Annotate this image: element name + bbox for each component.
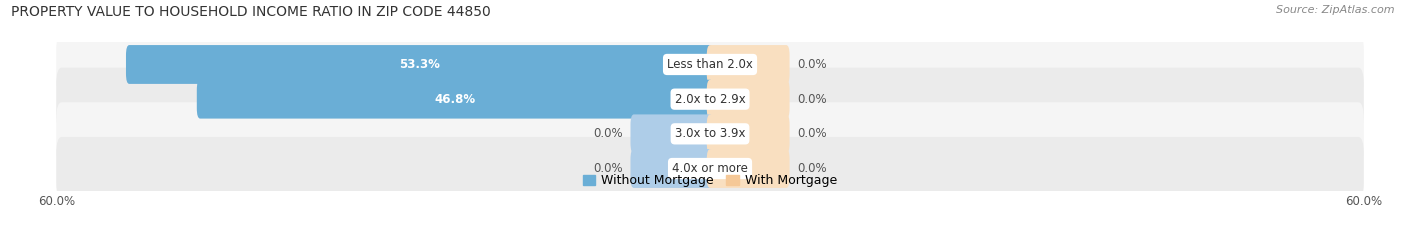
Text: 0.0%: 0.0%: [593, 162, 623, 175]
Text: 0.0%: 0.0%: [593, 127, 623, 140]
FancyBboxPatch shape: [707, 149, 790, 188]
FancyBboxPatch shape: [707, 45, 790, 84]
Legend: Without Mortgage, With Mortgage: Without Mortgage, With Mortgage: [578, 169, 842, 192]
FancyBboxPatch shape: [56, 33, 1364, 96]
FancyBboxPatch shape: [197, 80, 713, 119]
Text: 0.0%: 0.0%: [797, 58, 827, 71]
FancyBboxPatch shape: [127, 45, 713, 84]
FancyBboxPatch shape: [630, 114, 713, 153]
Text: 0.0%: 0.0%: [797, 93, 827, 106]
Text: 0.0%: 0.0%: [797, 127, 827, 140]
Text: 4.0x or more: 4.0x or more: [672, 162, 748, 175]
Text: 53.3%: 53.3%: [399, 58, 440, 71]
FancyBboxPatch shape: [56, 137, 1364, 200]
FancyBboxPatch shape: [707, 80, 790, 119]
Text: PROPERTY VALUE TO HOUSEHOLD INCOME RATIO IN ZIP CODE 44850: PROPERTY VALUE TO HOUSEHOLD INCOME RATIO…: [11, 5, 491, 19]
Text: 3.0x to 3.9x: 3.0x to 3.9x: [675, 127, 745, 140]
Text: 46.8%: 46.8%: [434, 93, 475, 106]
FancyBboxPatch shape: [707, 114, 790, 153]
Text: Source: ZipAtlas.com: Source: ZipAtlas.com: [1277, 5, 1395, 15]
Text: 2.0x to 2.9x: 2.0x to 2.9x: [675, 93, 745, 106]
FancyBboxPatch shape: [630, 149, 713, 188]
FancyBboxPatch shape: [56, 102, 1364, 165]
FancyBboxPatch shape: [56, 68, 1364, 131]
Text: Less than 2.0x: Less than 2.0x: [666, 58, 754, 71]
Text: 0.0%: 0.0%: [797, 162, 827, 175]
